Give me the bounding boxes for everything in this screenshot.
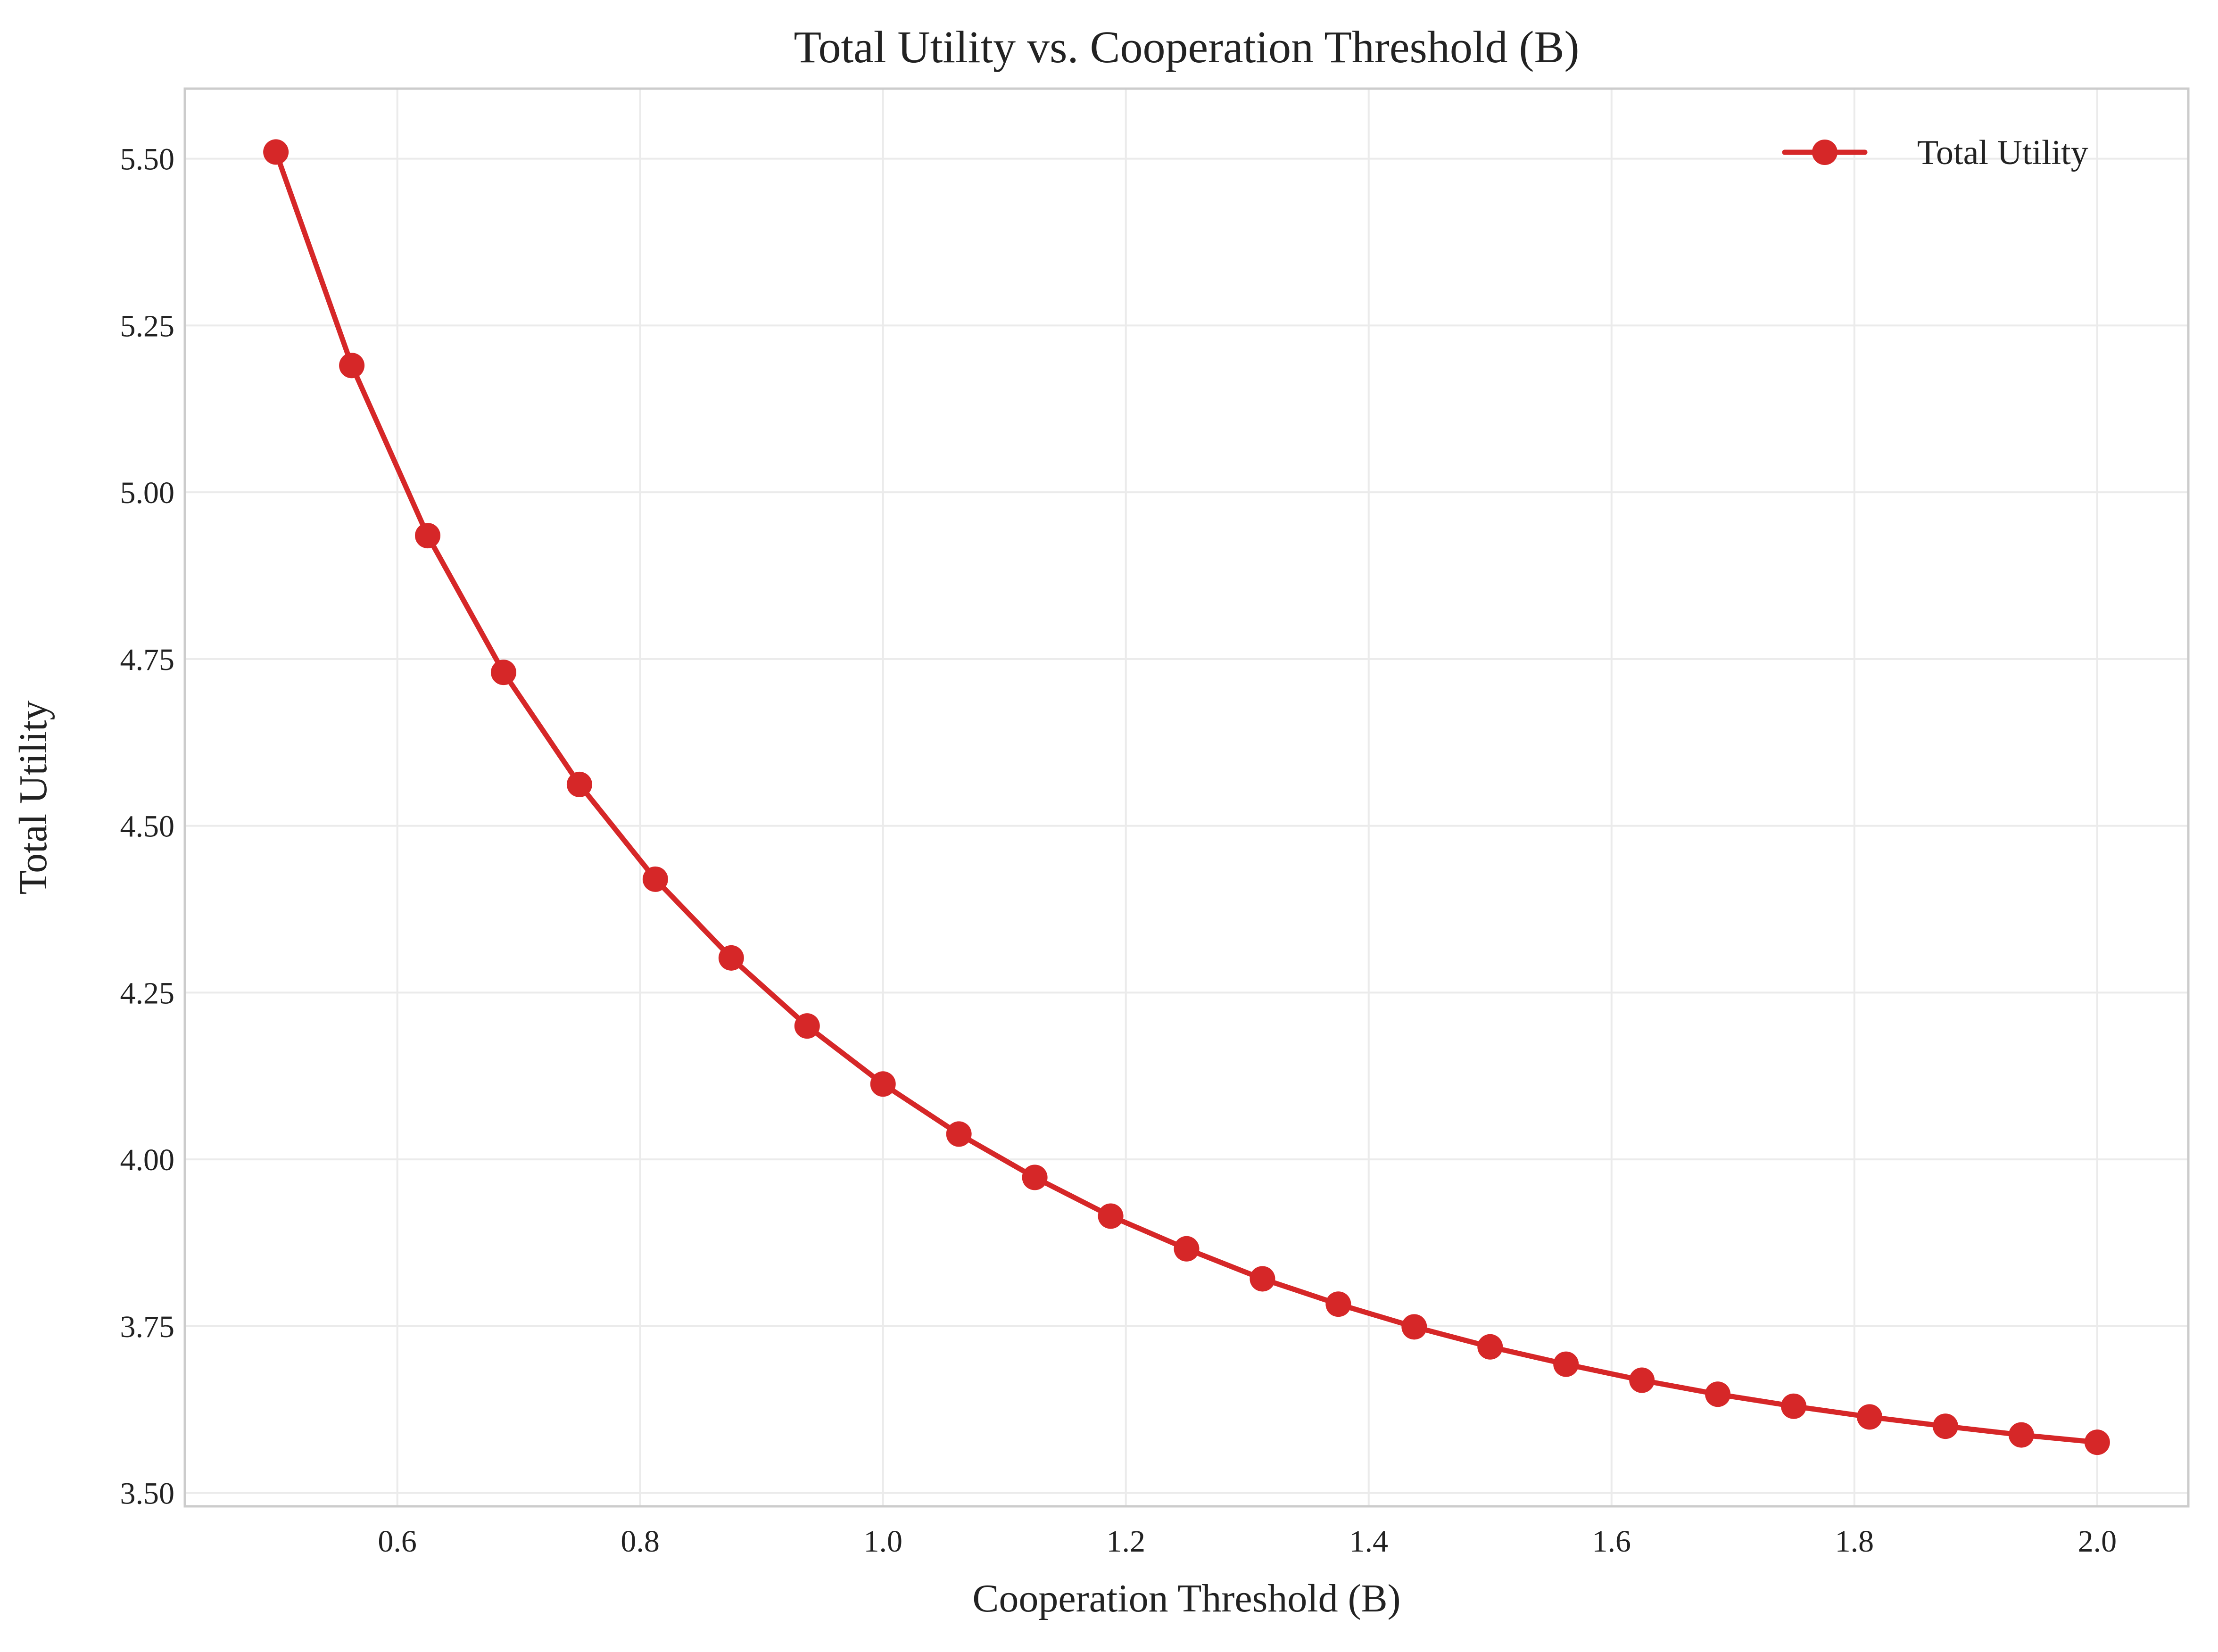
data-point-marker: [1781, 1393, 1807, 1419]
data-point-marker: [263, 139, 289, 165]
data-point-marker: [1477, 1334, 1503, 1360]
data-point-marker: [642, 866, 668, 892]
y-tick-label: 4.75: [120, 643, 175, 677]
series-group: [263, 139, 2110, 1455]
data-point-marker: [1174, 1236, 1200, 1262]
data-point-marker: [794, 1013, 820, 1039]
data-point-marker: [1098, 1203, 1124, 1229]
data-point-marker: [1553, 1351, 1579, 1377]
data-point-marker: [566, 771, 592, 797]
x-axis-ticks: 0.6 0.8 1.0 1.2 1.4 1.6 1.8 2.0: [378, 1524, 2117, 1559]
y-tick-label: 3.50: [120, 1477, 175, 1511]
y-tick-label: 5.00: [120, 476, 175, 510]
x-tick-label: 1.4: [1349, 1524, 1389, 1559]
x-tick-label: 1.6: [1592, 1524, 1631, 1559]
x-tick-label: 1.0: [863, 1524, 902, 1559]
y-tick-label: 3.75: [120, 1310, 175, 1344]
legend: Total Utility: [1782, 133, 2088, 172]
data-point-marker: [1932, 1413, 1958, 1439]
x-tick-label: 2.0: [2078, 1524, 2117, 1559]
y-tick-label: 5.25: [120, 309, 175, 343]
data-point-marker: [2084, 1429, 2110, 1455]
data-point-marker: [1250, 1266, 1275, 1292]
data-point-marker: [718, 945, 744, 971]
data-point-marker: [1705, 1381, 1731, 1407]
grid: [185, 89, 2188, 1506]
data-point-marker: [1022, 1165, 1048, 1190]
x-tick-label: 0.6: [378, 1524, 417, 1559]
data-point-marker: [1629, 1367, 1655, 1393]
y-axis-label: Total Utility: [11, 701, 55, 895]
data-point-marker: [870, 1071, 896, 1097]
x-tick-label: 1.2: [1106, 1524, 1145, 1559]
y-tick-label: 4.50: [120, 809, 175, 844]
data-point-marker: [946, 1121, 972, 1147]
data-point-marker: [490, 660, 516, 686]
data-point-marker: [1325, 1291, 1351, 1317]
y-axis-ticks: 3.50 3.75 4.00 4.25 4.50 4.75 5.00 5.25 5.50: [120, 142, 175, 1511]
legend-marker-swatch: [1812, 140, 1837, 165]
data-point-marker: [2008, 1422, 2034, 1448]
data-point-marker: [1401, 1314, 1427, 1340]
data-point-marker: [415, 523, 441, 549]
x-axis-label: Cooperation Threshold (B): [972, 1577, 1400, 1620]
y-tick-label: 4.25: [120, 976, 175, 1010]
data-point-marker: [1857, 1404, 1883, 1430]
data-point-marker: [339, 353, 365, 379]
y-tick-label: 4.00: [120, 1143, 175, 1177]
chart-title: Total Utility vs. Cooperation Threshold …: [794, 22, 1580, 72]
x-tick-label: 0.8: [621, 1524, 660, 1559]
plot-area-frame: [183, 87, 2190, 1508]
y-tick-label: 5.50: [120, 142, 175, 177]
x-tick-label: 1.8: [1835, 1524, 1874, 1559]
legend-label: Total Utility: [1917, 133, 2088, 172]
